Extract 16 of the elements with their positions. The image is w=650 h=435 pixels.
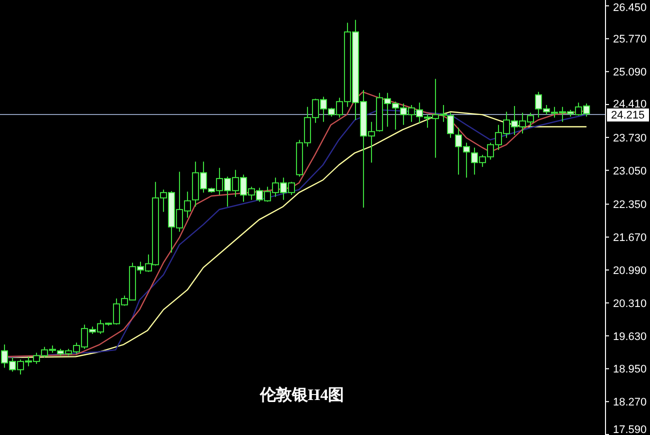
- ref-line-label: 24.215: [611, 110, 645, 122]
- y-tick-label: 21.670: [613, 232, 647, 244]
- y-tick-label: 25.770: [613, 34, 647, 46]
- y-tick-label: 22.350: [613, 199, 647, 212]
- y-tick-label: 18.270: [613, 396, 647, 409]
- y-tick-label: 26.450: [613, 2, 647, 14]
- y-tick-label: 17.590: [613, 424, 647, 435]
- y-tick-label: 23.730: [613, 132, 647, 144]
- text: 伦敦银H4图: [258, 386, 344, 404]
- y-tick-label: 19.630: [613, 330, 647, 343]
- y-tick-label: 23.050: [613, 165, 647, 178]
- y-tick-label: 18.950: [613, 364, 647, 376]
- y-tick-label: 20.310: [613, 298, 647, 310]
- y-tick-label: 24.410: [613, 98, 647, 110]
- y-tick-label: 25.090: [613, 66, 647, 79]
- y-tick-label: 20.990: [613, 265, 647, 277]
